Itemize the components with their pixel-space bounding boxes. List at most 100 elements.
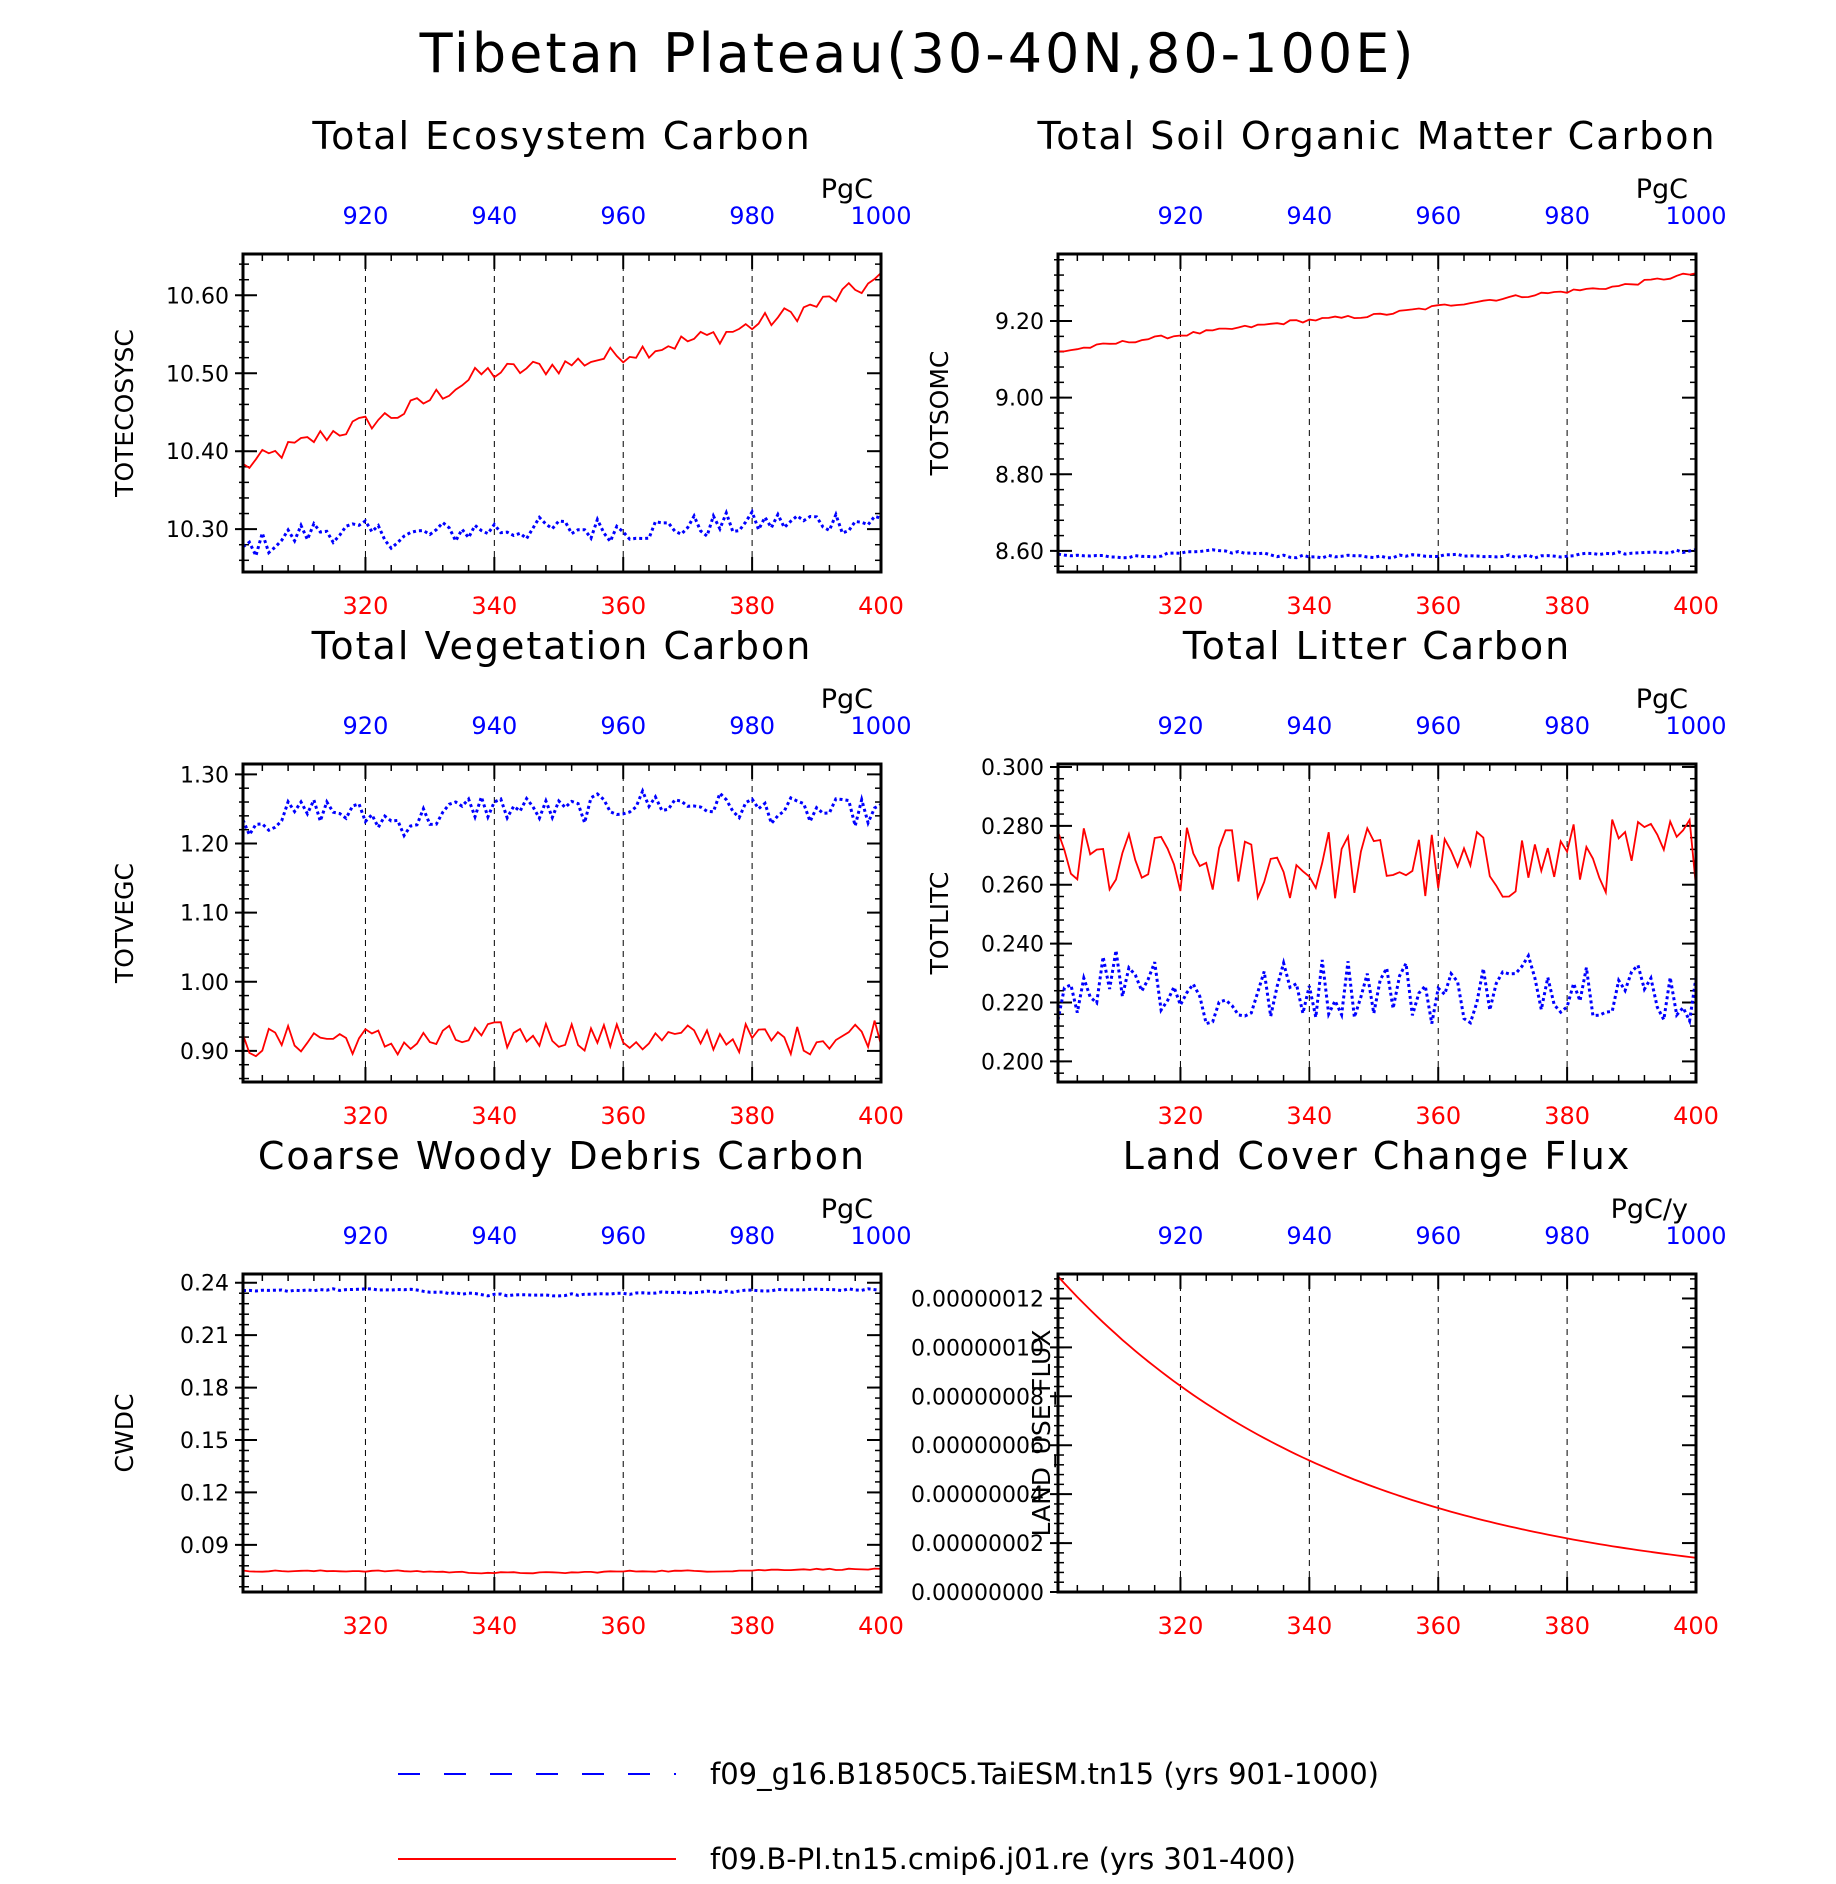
x-tick-label-bottom: 340 xyxy=(471,1612,517,1640)
units-label: PgC xyxy=(1636,174,1688,205)
x-tick-label-bottom: 340 xyxy=(1286,592,1332,620)
x-tick-label-top: 1000 xyxy=(850,202,911,230)
y-tick-label: 0.24 xyxy=(180,1272,229,1297)
y-tick-label: 10.30 xyxy=(166,518,229,543)
plot-frame xyxy=(241,252,883,574)
x-tick-label-top: 1000 xyxy=(850,1222,911,1250)
y-tick-label: 0.00000010 xyxy=(911,1336,1044,1361)
x-tick-label-bottom: 360 xyxy=(600,592,646,620)
series-line-blue xyxy=(242,1287,882,1298)
y-tick-label: 0.00000012 xyxy=(911,1287,1044,1312)
y-tick-label: 8.80 xyxy=(995,463,1044,488)
x-tick-label-bottom: 320 xyxy=(343,592,389,620)
x-tick-label-top: 920 xyxy=(343,202,389,230)
panel-title: Coarse Woody Debris Carbon xyxy=(258,1134,866,1178)
x-tick-label-top: 960 xyxy=(600,202,646,230)
x-tick-label-bottom: 400 xyxy=(858,1612,904,1640)
x-tick-label-top: 940 xyxy=(471,712,517,740)
y-tick-label: 8.60 xyxy=(995,540,1044,565)
chart-panel: Land Cover Change Flux PgC/y LAND_USE_FLUX… xyxy=(911,1134,1727,1640)
x-tick-label-top: 920 xyxy=(343,1222,389,1250)
units-label: PgC xyxy=(1636,684,1688,715)
x-tick-label-top: 920 xyxy=(1158,1222,1204,1250)
plot-frame xyxy=(241,1272,883,1594)
x-tick-label-top: 940 xyxy=(1286,712,1332,740)
series-line-red xyxy=(242,1020,882,1058)
x-tick-label-bottom: 380 xyxy=(1544,1612,1590,1640)
x-tick-label-top: 980 xyxy=(1544,712,1590,740)
plot-frame xyxy=(1056,762,1698,1084)
x-tick-label-top: 940 xyxy=(1286,202,1332,230)
y-tick-label: 0.18 xyxy=(180,1377,229,1402)
x-tick-label-bottom: 360 xyxy=(1415,1612,1461,1640)
y-tick-label: 0.00000006 xyxy=(911,1434,1044,1459)
y-tick-label: 0.240 xyxy=(981,933,1044,958)
x-tick-label-bottom: 360 xyxy=(600,1102,646,1130)
y-tick-label: 1.30 xyxy=(180,763,229,788)
y-axis-label: CWDC xyxy=(110,1394,139,1473)
x-tick-label-bottom: 400 xyxy=(1673,1612,1719,1640)
x-tick-label-bottom: 380 xyxy=(729,592,775,620)
y-axis-label: TOTLITC xyxy=(925,872,954,976)
y-axis-label: TOTSOMC xyxy=(925,351,954,477)
units-label: PgC/y xyxy=(1611,1194,1688,1225)
panel-title: Total Ecosystem Carbon xyxy=(311,114,811,158)
series-line-red xyxy=(242,1567,882,1575)
panel-title: Total Vegetation Carbon xyxy=(311,624,813,668)
y-tick-label: 0.09 xyxy=(180,1534,229,1559)
x-tick-label-top: 960 xyxy=(1415,1222,1461,1250)
panel-title: Land Cover Change Flux xyxy=(1123,1134,1632,1178)
x-tick-label-top: 920 xyxy=(1158,712,1204,740)
chart-panel: Total Litter Carbon PgC TOTLITC 0.200 0.220 0… xyxy=(925,624,1727,1130)
y-tick-label: 10.50 xyxy=(166,362,229,387)
plot-frame xyxy=(1056,252,1698,574)
legend-label: f09_g16.B1850C5.TaiESM.tn15 (yrs 901-100… xyxy=(710,1757,1379,1791)
x-tick-label-bottom: 400 xyxy=(858,1102,904,1130)
x-tick-label-bottom: 320 xyxy=(1158,1102,1204,1130)
x-tick-label-top: 980 xyxy=(729,202,775,230)
x-tick-label-bottom: 360 xyxy=(1415,1102,1461,1130)
x-tick-label-bottom: 320 xyxy=(343,1612,389,1640)
y-tick-label: 1.00 xyxy=(180,971,229,996)
panel-title: Total Litter Carbon xyxy=(1182,624,1571,668)
x-tick-label-top: 980 xyxy=(729,712,775,740)
y-tick-label: 0.300 xyxy=(981,756,1044,781)
y-tick-label: 1.20 xyxy=(180,833,229,858)
series-line-blue xyxy=(242,508,882,561)
series-line-blue xyxy=(1056,950,1698,1026)
plot-frame xyxy=(241,762,883,1084)
x-tick-label-bottom: 380 xyxy=(1544,1102,1590,1130)
x-tick-label-bottom: 360 xyxy=(1415,592,1461,620)
y-axis-label: LAND_USE_FLUX xyxy=(1027,1329,1056,1536)
x-tick-label-bottom: 400 xyxy=(858,592,904,620)
x-tick-label-bottom: 320 xyxy=(343,1102,389,1130)
y-tick-label: 0.15 xyxy=(180,1429,229,1454)
series-line-red xyxy=(1058,272,1697,353)
plot-frame xyxy=(1056,1272,1698,1594)
y-tick-label: 0.00000004 xyxy=(911,1483,1044,1508)
chart-panel: Coarse Woody Debris Carbon PgC CWDC 0.09 0.1… xyxy=(110,1134,912,1640)
series-line-red xyxy=(242,272,882,470)
y-tick-label: 0.280 xyxy=(981,815,1044,840)
x-tick-label-bottom: 400 xyxy=(1673,1102,1719,1130)
y-tick-label: 0.220 xyxy=(981,992,1044,1017)
x-tick-label-top: 1000 xyxy=(850,712,911,740)
x-tick-label-bottom: 340 xyxy=(471,1102,517,1130)
series-line-red xyxy=(1057,1275,1697,1559)
x-tick-label-bottom: 380 xyxy=(729,1102,775,1130)
x-tick-label-top: 1000 xyxy=(1665,1222,1726,1250)
x-tick-label-top: 1000 xyxy=(1665,202,1726,230)
y-axis-label: TOTECOSYSC xyxy=(110,329,139,498)
x-tick-label-bottom: 340 xyxy=(1286,1612,1332,1640)
page-title: Tibetan Plateau(30-40N,80-100E) xyxy=(419,22,1417,85)
y-tick-label: 0.00000008 xyxy=(911,1385,1044,1410)
x-tick-label-top: 920 xyxy=(1158,202,1204,230)
legend-label: f09.B-PI.tn15.cmip6.j01.re (yrs 301-400) xyxy=(710,1842,1296,1876)
y-tick-label: 0.12 xyxy=(180,1481,229,1506)
x-tick-label-bottom: 360 xyxy=(600,1612,646,1640)
x-tick-label-top: 920 xyxy=(343,712,389,740)
y-tick-label: 9.20 xyxy=(995,310,1044,335)
y-axis-label: TOTVEGC xyxy=(110,863,139,984)
x-tick-label-bottom: 380 xyxy=(1544,592,1590,620)
